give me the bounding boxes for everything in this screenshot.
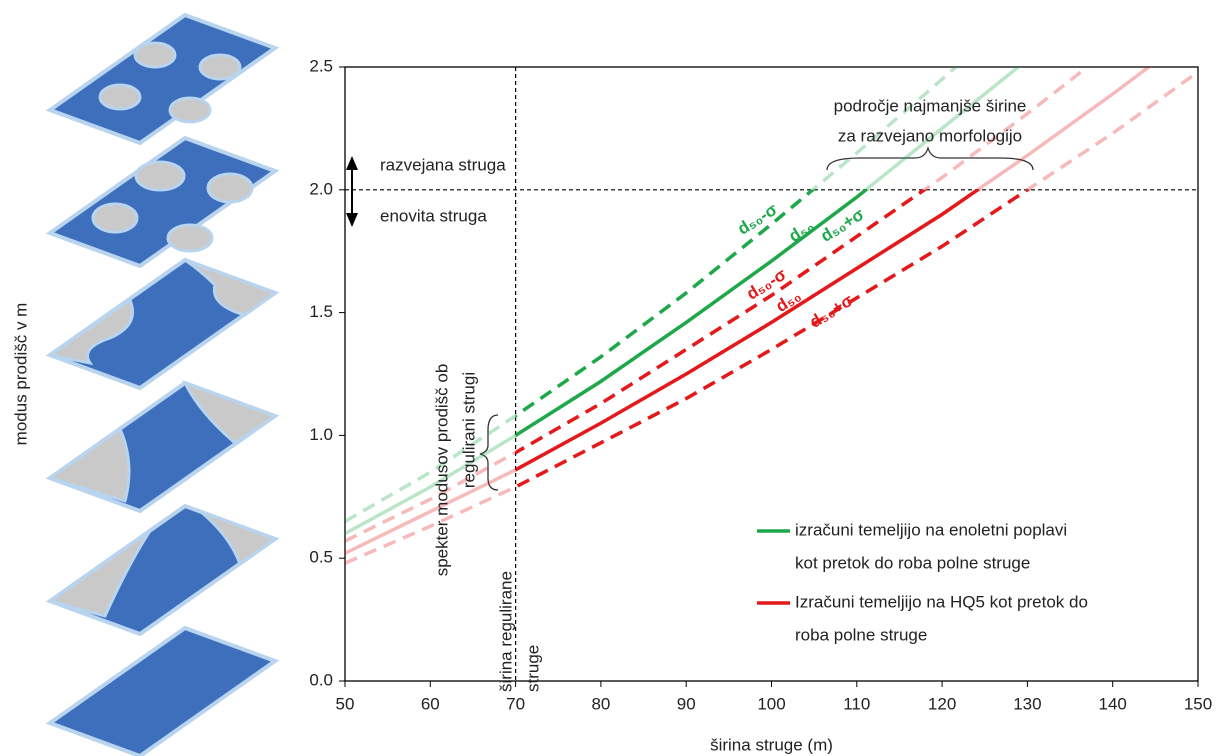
legend-label: kot pretok do roba polne struge xyxy=(795,553,1030,572)
arrow-head xyxy=(346,156,358,170)
y-axis-label: modus prodišč v m xyxy=(11,303,30,446)
arrow-head xyxy=(346,213,358,227)
thumbnail xyxy=(45,257,280,391)
series-line xyxy=(515,189,869,438)
y-tick-label: 0.5 xyxy=(309,548,333,567)
curve-label: d₅₀+σ xyxy=(817,204,868,245)
annotation: področje najmanjše širine xyxy=(834,96,1027,115)
annotation: razvejana struga xyxy=(380,155,506,174)
brace xyxy=(479,414,499,491)
y-tick-label: 2.0 xyxy=(309,179,333,198)
thumbnail xyxy=(45,12,280,146)
thumbnail xyxy=(45,503,280,637)
series-line xyxy=(515,189,981,472)
series-line xyxy=(515,189,816,418)
x-tick-label: 150 xyxy=(1184,694,1212,713)
x-tick-label: 130 xyxy=(1013,694,1041,713)
y-tick-label: 1.5 xyxy=(309,302,333,321)
annotation: enovita struga xyxy=(380,206,487,225)
brace xyxy=(826,145,1034,171)
thumbnail xyxy=(45,380,280,514)
x-tick-label: 110 xyxy=(843,694,870,713)
annotation: struge xyxy=(523,645,542,692)
series-line-faded xyxy=(345,70,1198,565)
legend-label: Izračuni temeljijo na HQ5 kot pretok do xyxy=(795,592,1088,611)
y-tick-label: 2.5 xyxy=(309,56,333,75)
x-tick-label: 90 xyxy=(677,694,696,713)
curve-label: d₅₀ xyxy=(772,286,804,316)
curve-label: d₅₀-σ xyxy=(734,199,781,238)
x-tick-label: 140 xyxy=(1099,694,1127,713)
x-axis-label: širina struge (m) xyxy=(710,735,833,754)
legend-label: izračuni temeljijo na enoletni poplavi xyxy=(795,520,1067,539)
annotation: širina regulirane xyxy=(496,571,515,692)
legend-label: roba polne struge xyxy=(795,625,927,644)
thumbnails xyxy=(45,12,280,756)
x-tick-label: 70 xyxy=(506,694,525,713)
y-tick-label: 1.0 xyxy=(309,425,333,444)
thumbnail xyxy=(45,625,280,756)
x-tick-label: 50 xyxy=(336,694,355,713)
y-tick-label: 0.0 xyxy=(309,670,333,689)
annotation: regulirani strugi xyxy=(459,372,478,488)
x-tick-label: 60 xyxy=(421,694,440,713)
thumbnail xyxy=(45,135,280,269)
annotation: spekter modusov prodišč ob xyxy=(432,364,451,577)
x-tick-label: 80 xyxy=(591,694,610,713)
annotation: za razvejano morfologijo xyxy=(838,126,1022,145)
curve-label: d₅₀ xyxy=(785,216,817,246)
series-line xyxy=(515,189,928,455)
x-tick-label: 100 xyxy=(757,694,785,713)
x-tick-label: 120 xyxy=(928,694,956,713)
